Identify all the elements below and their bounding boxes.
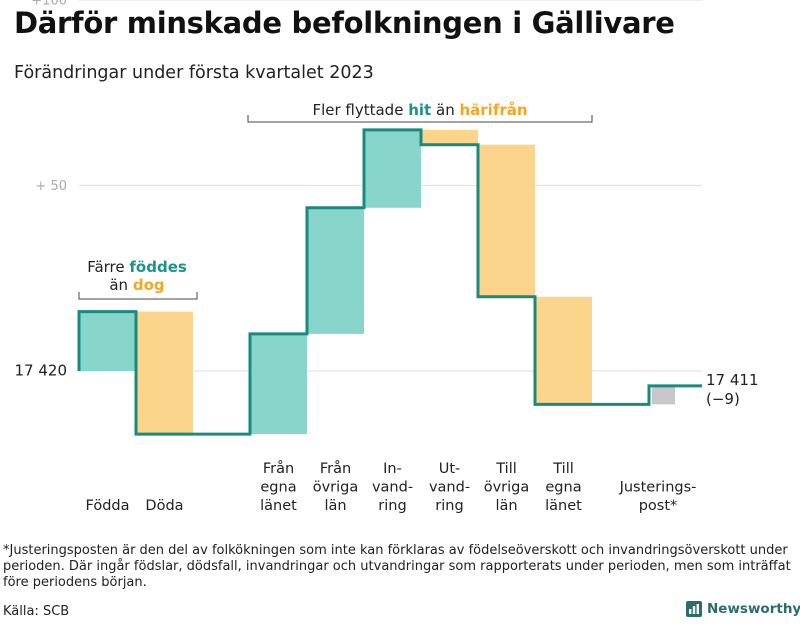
category-label-4-1: övriga	[313, 480, 359, 496]
category-label-1-0: Döda	[145, 498, 183, 514]
y-tick-label-0: +100	[31, 0, 67, 9]
bar-5	[364, 129, 421, 208]
end-change-label: (−9)	[706, 390, 740, 408]
source-label: Källa: SCB	[3, 604, 70, 619]
category-label-5-2: ring	[378, 498, 406, 514]
bar-4	[307, 207, 364, 334]
bars	[79, 129, 675, 435]
category-label-3-1: egna	[260, 480, 296, 496]
bar-10	[652, 385, 675, 405]
category-label-0-0: Födda	[86, 498, 130, 514]
waterfall-chart: +100 + 50 Födda Döda Från egna länet Från övrig…	[15, 0, 759, 514]
category-label-6-2: ring	[435, 498, 463, 514]
category-label-10-1: post*	[639, 498, 678, 514]
category-label-6-0: Ut-	[439, 461, 461, 477]
migration-annotation: Fler flyttade hit än härifrån	[247, 101, 593, 123]
category-label-3-2: länet	[260, 498, 297, 514]
births-deaths-line2: än dog	[109, 276, 164, 294]
chart-subtitle: Förändringar under första kvartalet 2023	[14, 63, 374, 83]
category-label-5-0: In-	[383, 461, 402, 477]
category-label-8-2: länet	[545, 498, 582, 514]
category-label-8-1: egna	[545, 480, 581, 496]
category-labels: Födda Döda Från egna länet Från övriga län In-va…	[86, 460, 697, 514]
bar-6	[421, 129, 478, 145]
migration-bracket	[247, 115, 593, 123]
chart-title: Därför minskade befolkningen i Gällivare	[14, 6, 675, 40]
end-value-label: 17 411	[706, 371, 759, 389]
category-label-5-1: vand-	[372, 480, 413, 496]
bar-8	[535, 296, 592, 405]
population-level-line	[77, 128, 702, 436]
category-label-7-1: övriga	[484, 480, 530, 496]
start-value-label: 17 420	[15, 362, 68, 380]
category-label-6-1: vand-	[429, 480, 470, 496]
brand-chart-icon	[686, 601, 702, 617]
brand-name: Newsworthy	[707, 601, 800, 617]
births-deaths-line1: Färre föddes	[87, 258, 187, 276]
category-label-4-0: Från	[320, 460, 351, 477]
footnote: *Justeringsposten är den del av folkökni…	[3, 543, 791, 590]
brand-logo: Newsworthy	[686, 601, 800, 617]
y-tick-label-1: + 50	[35, 179, 67, 194]
bar-0	[79, 311, 136, 371]
category-label-3-0: Från	[263, 460, 294, 477]
category-label-7-0: Till	[495, 461, 517, 477]
category-label-10-0: Justerings-	[619, 480, 697, 496]
category-label-4-2: län	[324, 498, 346, 514]
bar-7	[478, 144, 535, 297]
category-label-8-0: Till	[552, 461, 574, 477]
migration-annotation-text: Fler flyttade hit än härifrån	[312, 101, 527, 119]
births-deaths-bracket	[78, 292, 198, 300]
births-deaths-annotation: Färre föddes än dog	[78, 258, 198, 300]
bar-1	[136, 311, 193, 435]
category-label-7-2: län	[495, 498, 517, 514]
bar-3	[250, 333, 307, 435]
